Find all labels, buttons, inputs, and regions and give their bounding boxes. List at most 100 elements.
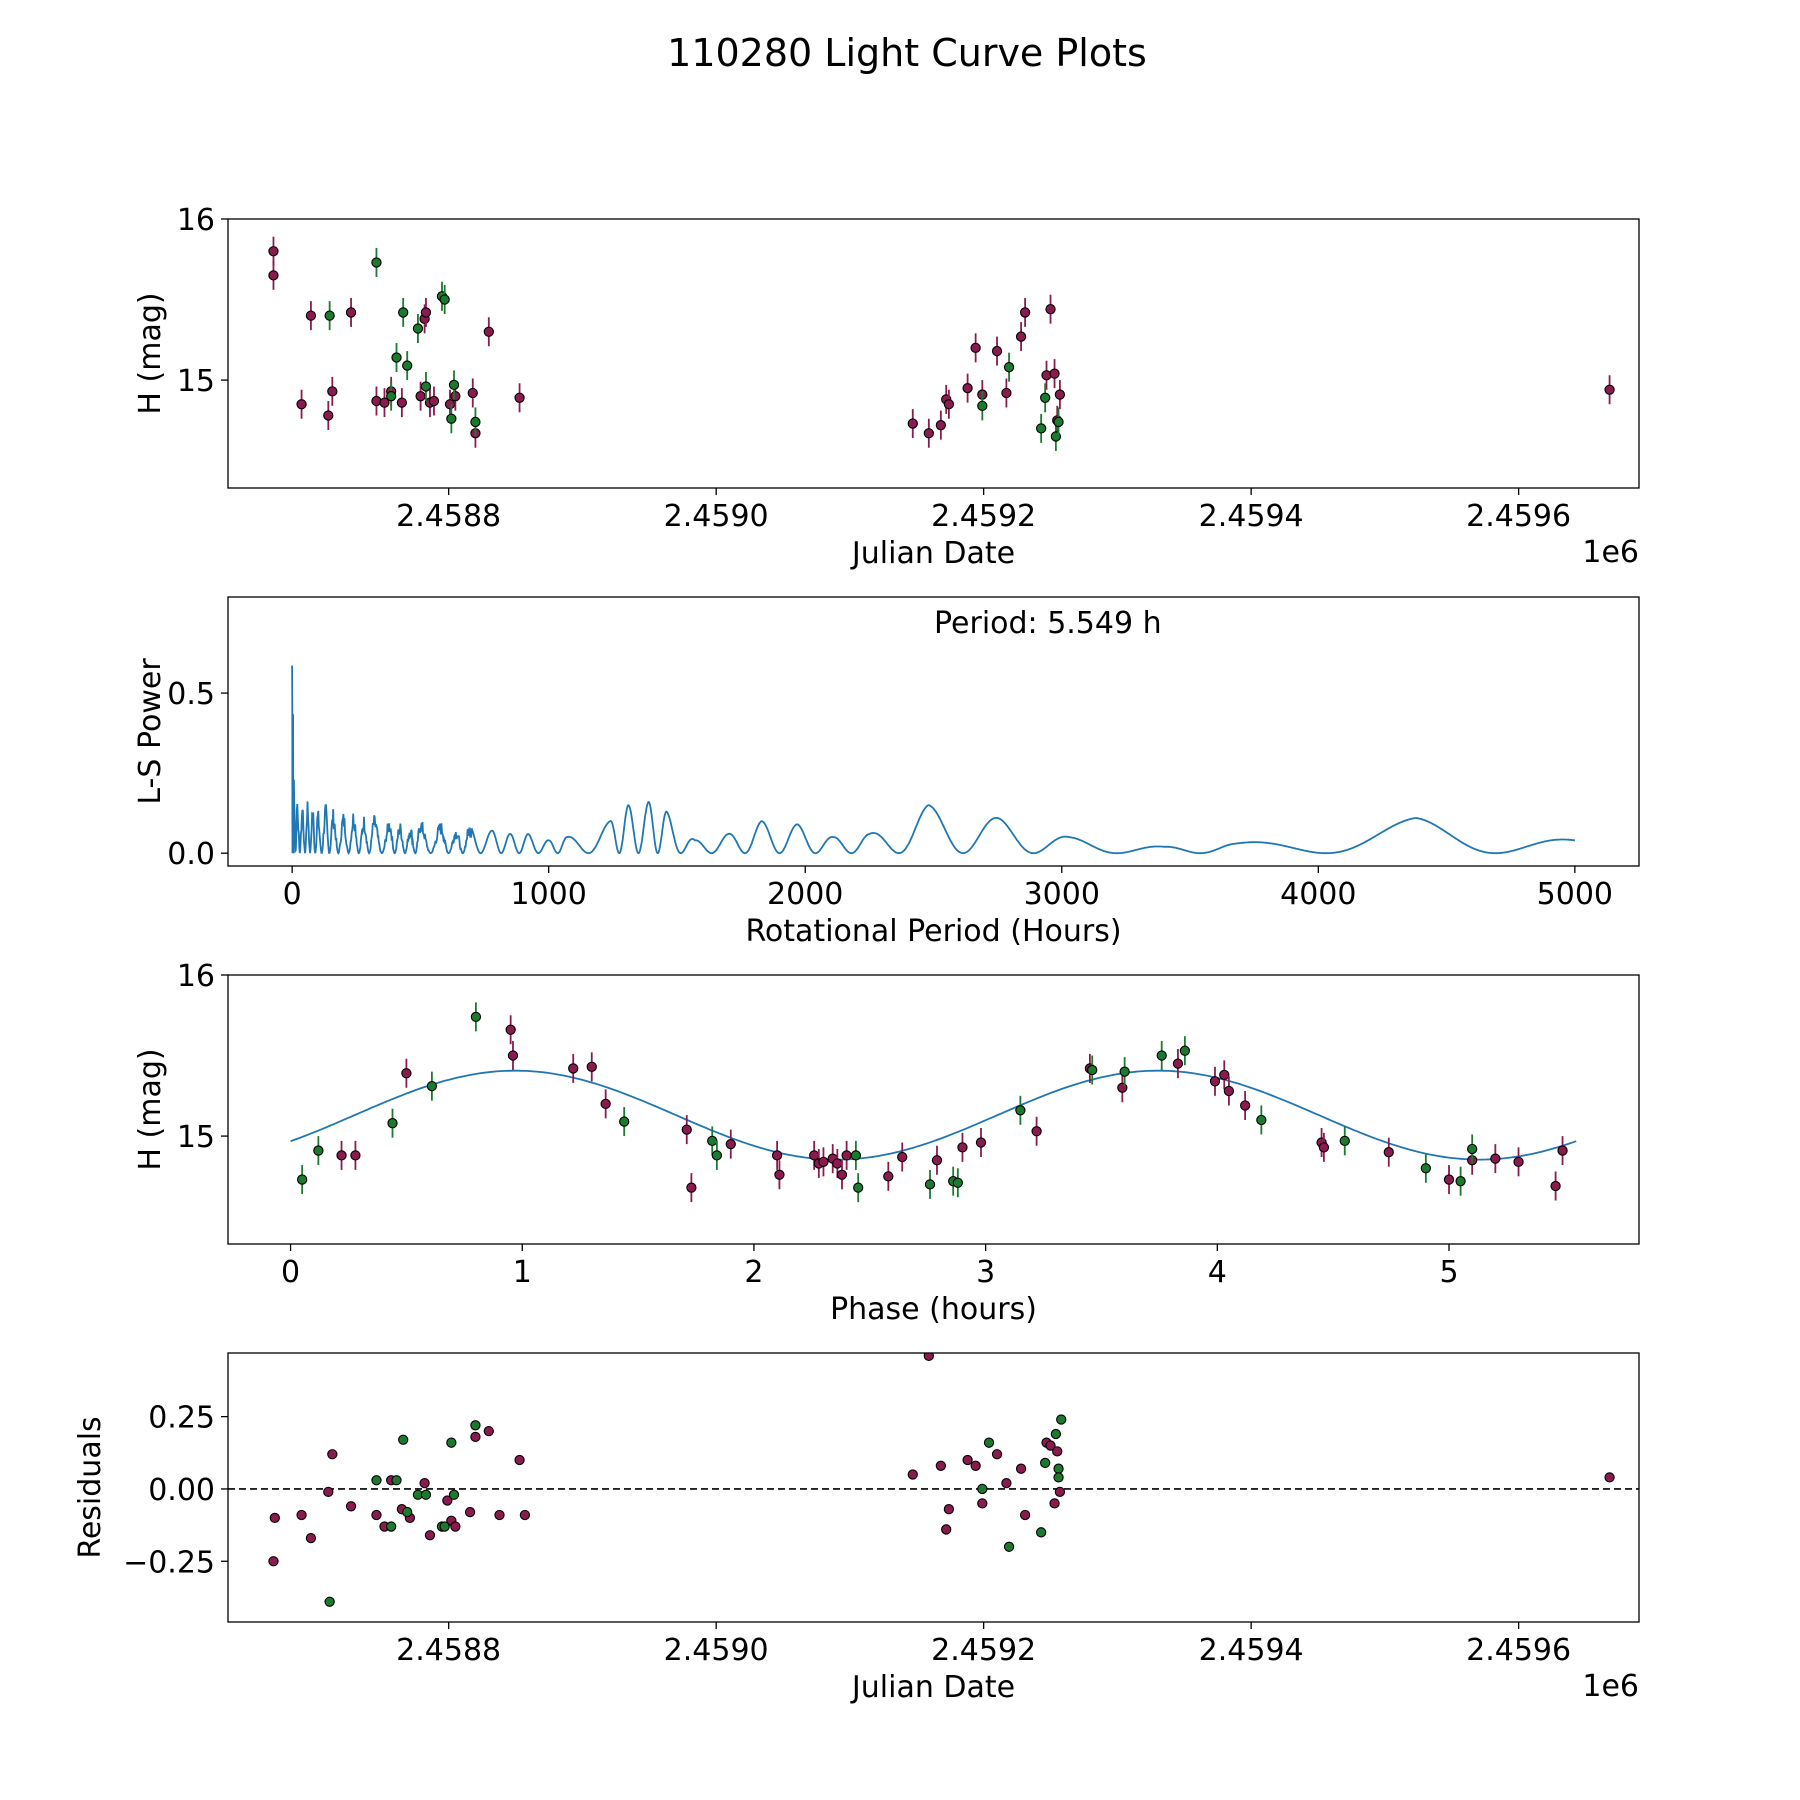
axes-frame bbox=[227, 974, 1640, 1245]
period-annotation: Period: 5.549 h bbox=[934, 606, 1162, 641]
model-fit-curve bbox=[290, 1069, 1577, 1161]
data-point bbox=[1049, 1498, 1060, 1509]
y-axis-label: Residuals bbox=[73, 1416, 108, 1558]
residuals-data bbox=[228, 1353, 1639, 1607]
data-point bbox=[268, 1556, 279, 1567]
data-point bbox=[853, 1182, 864, 1193]
data-point bbox=[446, 413, 457, 424]
data-point bbox=[269, 1512, 280, 1524]
data-point bbox=[1223, 1085, 1235, 1097]
data-point bbox=[428, 395, 440, 407]
data-point bbox=[970, 1460, 981, 1471]
data-point bbox=[439, 1521, 450, 1532]
data-point bbox=[1053, 1472, 1064, 1483]
data-point bbox=[832, 1158, 843, 1169]
data-point bbox=[345, 307, 357, 318]
data-point bbox=[514, 392, 525, 403]
data-point bbox=[450, 391, 461, 402]
data-point bbox=[923, 1353, 934, 1362]
x-tick-label: 0 bbox=[281, 1255, 300, 1290]
data-point bbox=[952, 1177, 963, 1188]
data-point bbox=[412, 323, 424, 334]
data-point bbox=[470, 1011, 482, 1023]
phase-fold-data bbox=[290, 1002, 1577, 1203]
data-point bbox=[1045, 1440, 1056, 1451]
data-point bbox=[1087, 1064, 1098, 1076]
data-point bbox=[402, 1506, 413, 1518]
y-axis-label: H (mag) bbox=[133, 292, 168, 414]
y-axis-label: H (mag) bbox=[133, 1048, 168, 1170]
data-point bbox=[1119, 1066, 1130, 1077]
data-point bbox=[426, 1080, 438, 1092]
data-point bbox=[935, 420, 947, 431]
x-tick-label: 4 bbox=[1208, 1255, 1227, 1290]
data-point bbox=[1209, 1076, 1221, 1087]
data-point bbox=[943, 1504, 955, 1515]
data-point bbox=[1054, 389, 1066, 400]
data-point bbox=[424, 1530, 436, 1541]
data-point bbox=[883, 1171, 894, 1182]
data-point bbox=[935, 1460, 947, 1471]
x-offset-text: 1e6 bbox=[1582, 535, 1639, 570]
data-point bbox=[568, 1063, 579, 1074]
axes-frame bbox=[227, 218, 1640, 489]
periodogram-data bbox=[291, 665, 1576, 856]
data-point bbox=[401, 1068, 412, 1079]
residuals-plot: 2.4588 2.4590 2.4592 2.4594 2.4596 0.25 0.00 −0… bbox=[73, 1352, 1640, 1705]
lightcurve-plot: 2.4588 2.4590 2.4592 2.4594 2.4596 15 16 Julian… bbox=[133, 203, 1640, 571]
periodogram-curve bbox=[291, 665, 1576, 856]
data-point bbox=[991, 345, 1003, 357]
data-point bbox=[336, 1150, 347, 1161]
data-point bbox=[1054, 1486, 1066, 1497]
data-point bbox=[1467, 1143, 1478, 1155]
data-point bbox=[1443, 1174, 1455, 1185]
data-point bbox=[519, 1509, 531, 1521]
y-axis-label: L-S Power bbox=[133, 658, 168, 805]
data-point bbox=[983, 1437, 995, 1448]
data-point bbox=[1036, 1527, 1047, 1538]
data-point bbox=[323, 410, 334, 421]
data-point bbox=[619, 1116, 630, 1127]
data-point bbox=[600, 1098, 611, 1110]
x-axis-label: Phase (hours) bbox=[830, 1292, 1037, 1327]
lightcurve-data bbox=[268, 236, 1615, 451]
data-point bbox=[387, 1118, 398, 1129]
data-point bbox=[1049, 368, 1060, 379]
data-point bbox=[396, 397, 408, 408]
x-tick-label: 2.4594 bbox=[1199, 1633, 1304, 1668]
data-point bbox=[975, 1137, 987, 1148]
data-point bbox=[1513, 1156, 1524, 1168]
data-point bbox=[1019, 307, 1031, 318]
x-tick-label: 2000 bbox=[767, 877, 843, 912]
x-tick-label: 1 bbox=[513, 1255, 532, 1290]
phase-fold-plot: 0 1 2 3 4 5 15 16 Phase (hours) H (mag) bbox=[133, 959, 1640, 1327]
data-point bbox=[1117, 1082, 1128, 1093]
data-point bbox=[398, 1434, 409, 1445]
periodogram-plot: 0 1000 2000 3000 4000 5000 0.0 0.5 Rotational Pe… bbox=[133, 596, 1640, 949]
data-point bbox=[1015, 1105, 1026, 1116]
data-point bbox=[1219, 1069, 1230, 1081]
data-point bbox=[923, 428, 934, 439]
axes-frame bbox=[227, 596, 1640, 867]
data-point bbox=[444, 399, 456, 410]
x-tick-label: 0 bbox=[283, 877, 302, 912]
data-point bbox=[467, 387, 478, 399]
y-tick-label: 0.00 bbox=[148, 1473, 215, 1508]
data-point bbox=[836, 1169, 848, 1180]
x-axis-label: Julian Date bbox=[850, 1670, 1015, 1705]
x-tick-label: 2.4596 bbox=[1466, 1633, 1571, 1668]
data-point bbox=[313, 1145, 324, 1156]
data-point bbox=[850, 1150, 862, 1161]
data-point bbox=[268, 246, 279, 257]
data-point bbox=[402, 360, 413, 371]
data-point bbox=[725, 1138, 736, 1150]
x-tick-label: 1000 bbox=[511, 877, 587, 912]
data-point bbox=[470, 1431, 481, 1443]
data-point bbox=[324, 310, 335, 321]
data-point bbox=[841, 1150, 852, 1161]
data-point bbox=[450, 1521, 461, 1532]
x-offset-text: 1e6 bbox=[1582, 1669, 1639, 1704]
data-point bbox=[386, 391, 397, 402]
data-point bbox=[505, 1024, 516, 1035]
